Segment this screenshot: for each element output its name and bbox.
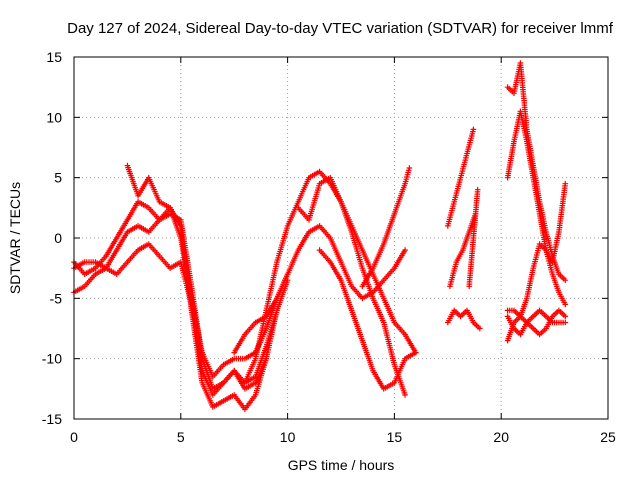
data-point bbox=[477, 325, 483, 332]
data-point bbox=[562, 180, 569, 187]
data-point bbox=[402, 392, 408, 398]
data-point bbox=[562, 319, 569, 326]
x-tick-label: 15 bbox=[387, 429, 403, 445]
grid-layer bbox=[74, 57, 608, 419]
y-tick-label: -10 bbox=[42, 351, 62, 367]
y-tick-label: 15 bbox=[46, 49, 62, 65]
data-point bbox=[474, 186, 481, 193]
series-track-5 bbox=[231, 223, 408, 356]
data-point bbox=[562, 313, 569, 320]
series-track-18 bbox=[504, 307, 569, 338]
x-tick-label: 0 bbox=[70, 429, 78, 445]
series-track-13 bbox=[466, 186, 481, 290]
series-track-14 bbox=[504, 60, 569, 283]
series-track-16 bbox=[504, 180, 569, 344]
data-point bbox=[413, 349, 419, 356]
series-track-7 bbox=[295, 174, 419, 356]
y-tick-label: 10 bbox=[46, 109, 62, 125]
series-track-9 bbox=[359, 165, 413, 290]
x-tick-label: 25 bbox=[600, 429, 616, 445]
y-tick-label: -15 bbox=[42, 411, 62, 427]
series-track-15 bbox=[504, 108, 569, 308]
marks-layer bbox=[71, 60, 569, 413]
y-tick-label: -5 bbox=[50, 290, 63, 306]
x-tick-label: 20 bbox=[493, 429, 509, 445]
ticks-layer: 0 5 10 15 20 25 -15 -10 -5 0 5 10 15 bbox=[42, 49, 616, 445]
series-track-10 bbox=[445, 126, 477, 229]
x-axis-label: GPS time / hours bbox=[288, 457, 395, 473]
x-tick-label: 5 bbox=[177, 429, 185, 445]
data-point bbox=[402, 247, 408, 253]
y-tick-label: 5 bbox=[54, 170, 62, 186]
series-track-8 bbox=[316, 247, 419, 392]
series-track-3 bbox=[71, 241, 280, 398]
y-tick-label: 0 bbox=[54, 230, 62, 246]
data-point bbox=[406, 165, 413, 171]
chart-title: Day 127 of 2024, Sidereal Day-to-day VTE… bbox=[67, 20, 614, 37]
data-point bbox=[470, 126, 477, 133]
data-point bbox=[562, 277, 569, 283]
x-tick-label: 10 bbox=[280, 429, 296, 445]
data-point bbox=[562, 301, 569, 308]
y-axis-label: SDTVAR / TECUs bbox=[7, 182, 23, 294]
series-track-12 bbox=[445, 307, 483, 332]
